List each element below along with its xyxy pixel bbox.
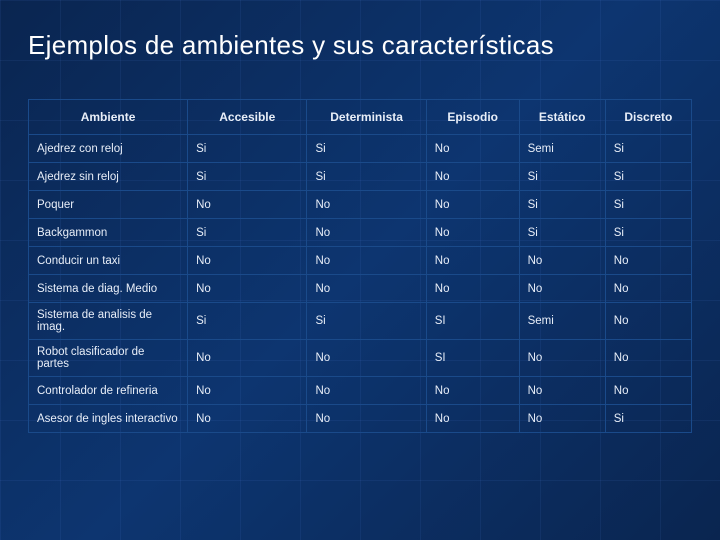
table-cell: No (426, 135, 519, 163)
table-row: Ajedrez con relojSiSiNoSemiSi (29, 135, 692, 163)
table-cell: No (307, 219, 426, 247)
table-row: Asesor de ingles interactivoNoNoNoNoSi (29, 405, 692, 433)
table-cell: Si (307, 135, 426, 163)
table-cell: Si (605, 135, 691, 163)
table-row: Sistema de analisis de imag.SiSiSISemiNo (29, 303, 692, 340)
table-cell: No (188, 275, 307, 303)
table-cell: No (188, 340, 307, 377)
table-cell: SI (426, 303, 519, 340)
table-cell: No (519, 275, 605, 303)
table-cell: SI (426, 340, 519, 377)
table-cell: No (188, 191, 307, 219)
table-cell: Si (188, 135, 307, 163)
table-cell: No (426, 405, 519, 433)
table-cell: Asesor de ingles interactivo (29, 405, 188, 433)
table-cell: No (426, 275, 519, 303)
table-row: PoquerNoNoNoSiSi (29, 191, 692, 219)
table-row: BackgammonSiNoNoSiSi (29, 219, 692, 247)
table-cell: No (605, 247, 691, 275)
table-cell: No (605, 303, 691, 340)
table-cell: No (426, 191, 519, 219)
table-cell: Si (605, 163, 691, 191)
table-cell: Si (307, 163, 426, 191)
col-episodio: Episodio (426, 100, 519, 135)
table-cell: Semi (519, 303, 605, 340)
table-cell: Si (605, 219, 691, 247)
col-determinista: Determinista (307, 100, 426, 135)
table-cell: No (426, 377, 519, 405)
table-cell: No (519, 247, 605, 275)
table-cell: No (188, 377, 307, 405)
table-row: Conducir un taxiNoNoNoNoNo (29, 247, 692, 275)
table-cell: No (426, 163, 519, 191)
table-cell: Si (307, 303, 426, 340)
table-cell: Si (605, 191, 691, 219)
table-cell: Si (605, 405, 691, 433)
col-ambiente: Ambiente (29, 100, 188, 135)
table-cell: Robot clasificador de partes (29, 340, 188, 377)
table-row: Sistema de diag. MedioNoNoNoNoNo (29, 275, 692, 303)
table-cell: Sistema de diag. Medio (29, 275, 188, 303)
table-cell: Si (188, 303, 307, 340)
table-cell: No (519, 405, 605, 433)
table-body: Ajedrez con relojSiSiNoSemiSiAjedrez sin… (29, 135, 692, 433)
table-cell: No (605, 377, 691, 405)
table-cell: No (605, 275, 691, 303)
table-cell: No (426, 219, 519, 247)
table-cell: No (426, 247, 519, 275)
col-accesible: Accesible (188, 100, 307, 135)
table-cell: Poquer (29, 191, 188, 219)
table-cell: No (307, 405, 426, 433)
table-cell: No (307, 340, 426, 377)
table-cell: No (307, 191, 426, 219)
col-estatico: Estático (519, 100, 605, 135)
table-cell: Si (188, 163, 307, 191)
table-row: Controlador de refineriaNoNoNoNoNo (29, 377, 692, 405)
table-cell: Si (519, 191, 605, 219)
table-row: Ajedrez sin relojSiSiNoSiSi (29, 163, 692, 191)
table-cell: Backgammon (29, 219, 188, 247)
table-cell: Conducir un taxi (29, 247, 188, 275)
col-discreto: Discreto (605, 100, 691, 135)
table-cell: Ajedrez sin reloj (29, 163, 188, 191)
table-cell: Si (519, 219, 605, 247)
table-cell: No (307, 377, 426, 405)
table-cell: No (188, 405, 307, 433)
table-cell: Si (519, 163, 605, 191)
environment-table: Ambiente Accesible Determinista Episodio… (28, 99, 692, 433)
table-cell: Sistema de analisis de imag. (29, 303, 188, 340)
table-cell: No (519, 340, 605, 377)
table-cell: Controlador de refineria (29, 377, 188, 405)
table-cell: No (519, 377, 605, 405)
table-cell: No (188, 247, 307, 275)
table-cell: No (307, 275, 426, 303)
table-cell: Ajedrez con reloj (29, 135, 188, 163)
table-cell: No (307, 247, 426, 275)
page-title: Ejemplos de ambientes y sus característi… (28, 30, 692, 61)
table-row: Robot clasificador de partesNoNoSINoNo (29, 340, 692, 377)
table-cell: No (605, 340, 691, 377)
table-cell: Si (188, 219, 307, 247)
table-header-row: Ambiente Accesible Determinista Episodio… (29, 100, 692, 135)
table-cell: Semi (519, 135, 605, 163)
